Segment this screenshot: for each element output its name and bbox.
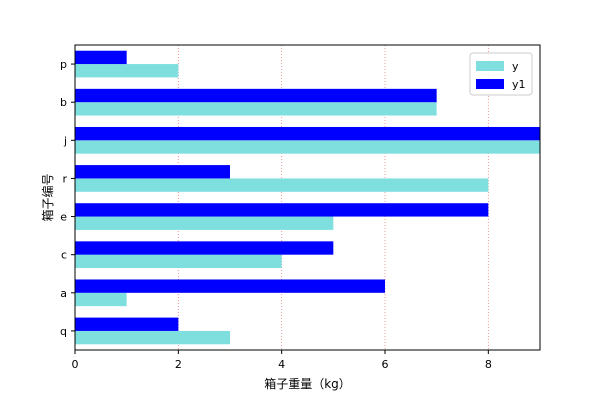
y-axis-label: 箱子编号 — [40, 173, 55, 221]
legend-swatch-y — [476, 61, 504, 71]
y-tick-label-r: r — [62, 172, 67, 185]
bar-y-b — [75, 102, 437, 116]
bar-y1-j — [75, 126, 540, 141]
x-axis-ticks: 0 2 4 6 8 — [72, 350, 492, 371]
x-axis-label: 箱子重量（kg） — [264, 376, 351, 391]
legend-label-y: y — [512, 60, 519, 73]
y-tick-label-e: e — [60, 211, 67, 224]
bar-y1-b — [75, 88, 437, 103]
bar-y-p — [75, 64, 179, 78]
bar-y-q — [75, 330, 230, 345]
bar-y-r — [75, 178, 489, 192]
legend-swatch-y1 — [476, 79, 504, 89]
bar-y1-p — [75, 50, 127, 65]
legend: y y1 — [469, 52, 533, 96]
bar-y-j — [75, 140, 540, 154]
bar-y-c — [75, 254, 282, 269]
bar-y-a — [75, 292, 127, 307]
bar-y1-e — [75, 203, 489, 217]
x-tick-label-1: 2 — [175, 358, 182, 371]
y-axis-ticks: q a c e r j b p — [60, 58, 75, 338]
plot-frame — [74, 44, 541, 351]
y-tick-label-p: p — [60, 58, 67, 71]
y-tick-label-a: a — [60, 287, 67, 300]
y-tick-label-c: c — [61, 249, 67, 262]
x-tick-label-3: 6 — [382, 358, 389, 371]
bar-y1-a — [75, 279, 385, 293]
y-tick-label-q: q — [60, 325, 67, 338]
y-tick-label-j: j — [63, 134, 67, 147]
x-tick-label-0: 0 — [72, 358, 79, 371]
x-tick-label-2: 4 — [278, 358, 285, 371]
bar-y1-q — [75, 317, 179, 331]
x-tick-label-4: 8 — [485, 358, 492, 371]
y-tick-label-b: b — [60, 96, 67, 109]
legend-label-y1: y1 — [512, 78, 526, 91]
bar-y1-c — [75, 241, 334, 255]
bar-y-e — [75, 216, 334, 230]
bar-y1-r — [75, 165, 230, 179]
bars — [75, 50, 540, 345]
